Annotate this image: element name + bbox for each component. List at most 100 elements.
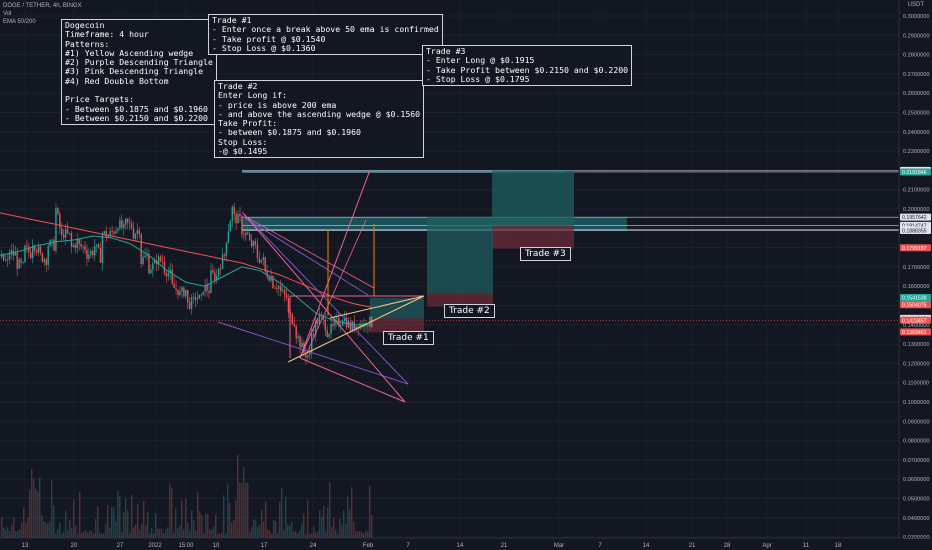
y-tick-label: 0.0800000	[903, 439, 929, 445]
volume-indicator-label[interactable]: Vol	[3, 11, 12, 17]
trade-2-note[interactable]: Trade #2 Enter Long if: - price is above…	[214, 80, 425, 159]
candle-body	[254, 241, 257, 245]
volume-bar	[151, 527, 153, 538]
candle-body	[115, 231, 117, 234]
volume-bar	[105, 524, 107, 538]
volume-bar	[45, 522, 47, 538]
volume-bar	[263, 521, 265, 538]
volume-bar	[323, 505, 325, 538]
volume-bar	[327, 507, 329, 538]
pink-breakout-line	[299, 169, 371, 359]
candle-body	[47, 245, 49, 265]
time-axis[interactable]: 13 20 27 2022 15:00 10 17 24 Feb 7 14 21 Mar 7 14 21 28 A…	[0, 537, 932, 549]
x-tick-label: Feb	[363, 543, 374, 549]
price-label-box	[900, 328, 931, 336]
trade-2-label[interactable]: Trade #2	[444, 304, 495, 318]
trade-1-label[interactable]: Trade #1	[383, 331, 434, 345]
volume-bar	[347, 496, 349, 538]
volume-bar	[297, 533, 299, 538]
pattern-lines[interactable]	[217, 169, 425, 403]
volume-bar	[95, 519, 97, 538]
volume-bar	[199, 511, 201, 538]
volume-bar	[137, 504, 139, 538]
candle-body	[256, 244, 259, 259]
candle-body	[113, 231, 115, 234]
candle-body	[14, 252, 16, 256]
volume-bar	[161, 528, 163, 538]
volume-bar	[35, 488, 37, 538]
trade-2-loss	[427, 293, 493, 307]
candle-body	[227, 231, 230, 243]
volume-bar	[25, 523, 27, 538]
candle-body	[53, 239, 55, 251]
volume-bar	[255, 519, 257, 538]
candle-body	[4, 260, 7, 261]
trade-3-note[interactable]: Trade #3 - Enter Long @ $0.1915 - Take P…	[422, 45, 633, 87]
volume-bar	[209, 529, 211, 538]
volume-bar	[37, 491, 39, 538]
candle-body	[121, 220, 123, 229]
y-tick-label: 0.2000000	[903, 207, 929, 213]
price-label-box	[900, 293, 931, 301]
candle-body	[109, 231, 111, 237]
candle-body	[204, 285, 206, 292]
price-label-box	[900, 301, 931, 309]
trade-1-note[interactable]: Trade #1 - Enter once a break above 50 e…	[208, 14, 443, 56]
summary-note[interactable]: Dogecoin Timeframe: 4 hour Patterns: #1)…	[61, 19, 217, 126]
volume-bar	[365, 530, 367, 538]
x-tick-label: 21	[689, 543, 696, 549]
candle-body	[316, 321, 319, 324]
candle-body	[154, 260, 156, 264]
volume-bar	[245, 482, 247, 538]
candle-body	[51, 239, 53, 241]
candle-body	[245, 232, 247, 235]
price-label-text: 0.1504075	[902, 303, 927, 309]
volume-bar	[287, 524, 289, 538]
x-tick-label: 7	[406, 543, 410, 549]
price-label-text: 0.1888355	[902, 229, 927, 235]
volume-bar	[51, 480, 53, 538]
x-tick-label: 27	[117, 543, 124, 549]
candle-body	[159, 256, 162, 262]
x-tick-label: 15:00	[178, 543, 194, 549]
volume-bar	[23, 507, 25, 538]
volume-bar	[329, 482, 331, 538]
volume-bar	[203, 533, 205, 538]
candle-body	[239, 214, 241, 217]
volume-bar	[167, 527, 169, 538]
candle-body	[66, 229, 69, 234]
volume-bar	[29, 489, 31, 538]
volume-bar	[229, 502, 231, 538]
candle-body	[243, 234, 245, 236]
volume-bar	[309, 533, 311, 538]
price-axis[interactable]: 0.3000000 0.2900000 0.2800000 0.2700000 0.26…	[898, 0, 929, 541]
volume-bar	[225, 533, 227, 538]
yellow-wedge-lower	[287, 295, 425, 363]
candle-body	[270, 276, 272, 281]
volume-bar	[201, 515, 203, 538]
trade-3-label[interactable]: Trade #3	[520, 247, 571, 261]
candle-body	[26, 245, 28, 247]
candle-body	[72, 244, 75, 247]
volume-bar	[331, 526, 333, 538]
symbol-line[interactable]: DOGE / TETHER, 4h, BINGX	[3, 3, 82, 9]
volume-bar	[19, 529, 21, 538]
ema-indicator-label[interactable]: EMA 50/200	[3, 19, 36, 25]
candle-body	[349, 321, 352, 331]
candle-body	[43, 259, 46, 262]
volume-bar	[289, 525, 291, 538]
volume-bar	[143, 501, 145, 538]
currency-label[interactable]: USDT	[907, 2, 924, 8]
candle-body	[355, 326, 357, 330]
candle-body	[206, 285, 208, 291]
price-label-text: 0.1541538	[902, 295, 927, 301]
candle-body	[144, 255, 146, 258]
volume-bar	[149, 533, 151, 538]
candle-body	[117, 228, 119, 232]
volume-bar	[303, 513, 305, 538]
volume-bar	[65, 510, 67, 538]
volume-bar	[181, 500, 183, 538]
candle-body	[134, 233, 137, 239]
x-tick-label: 11	[803, 543, 810, 549]
